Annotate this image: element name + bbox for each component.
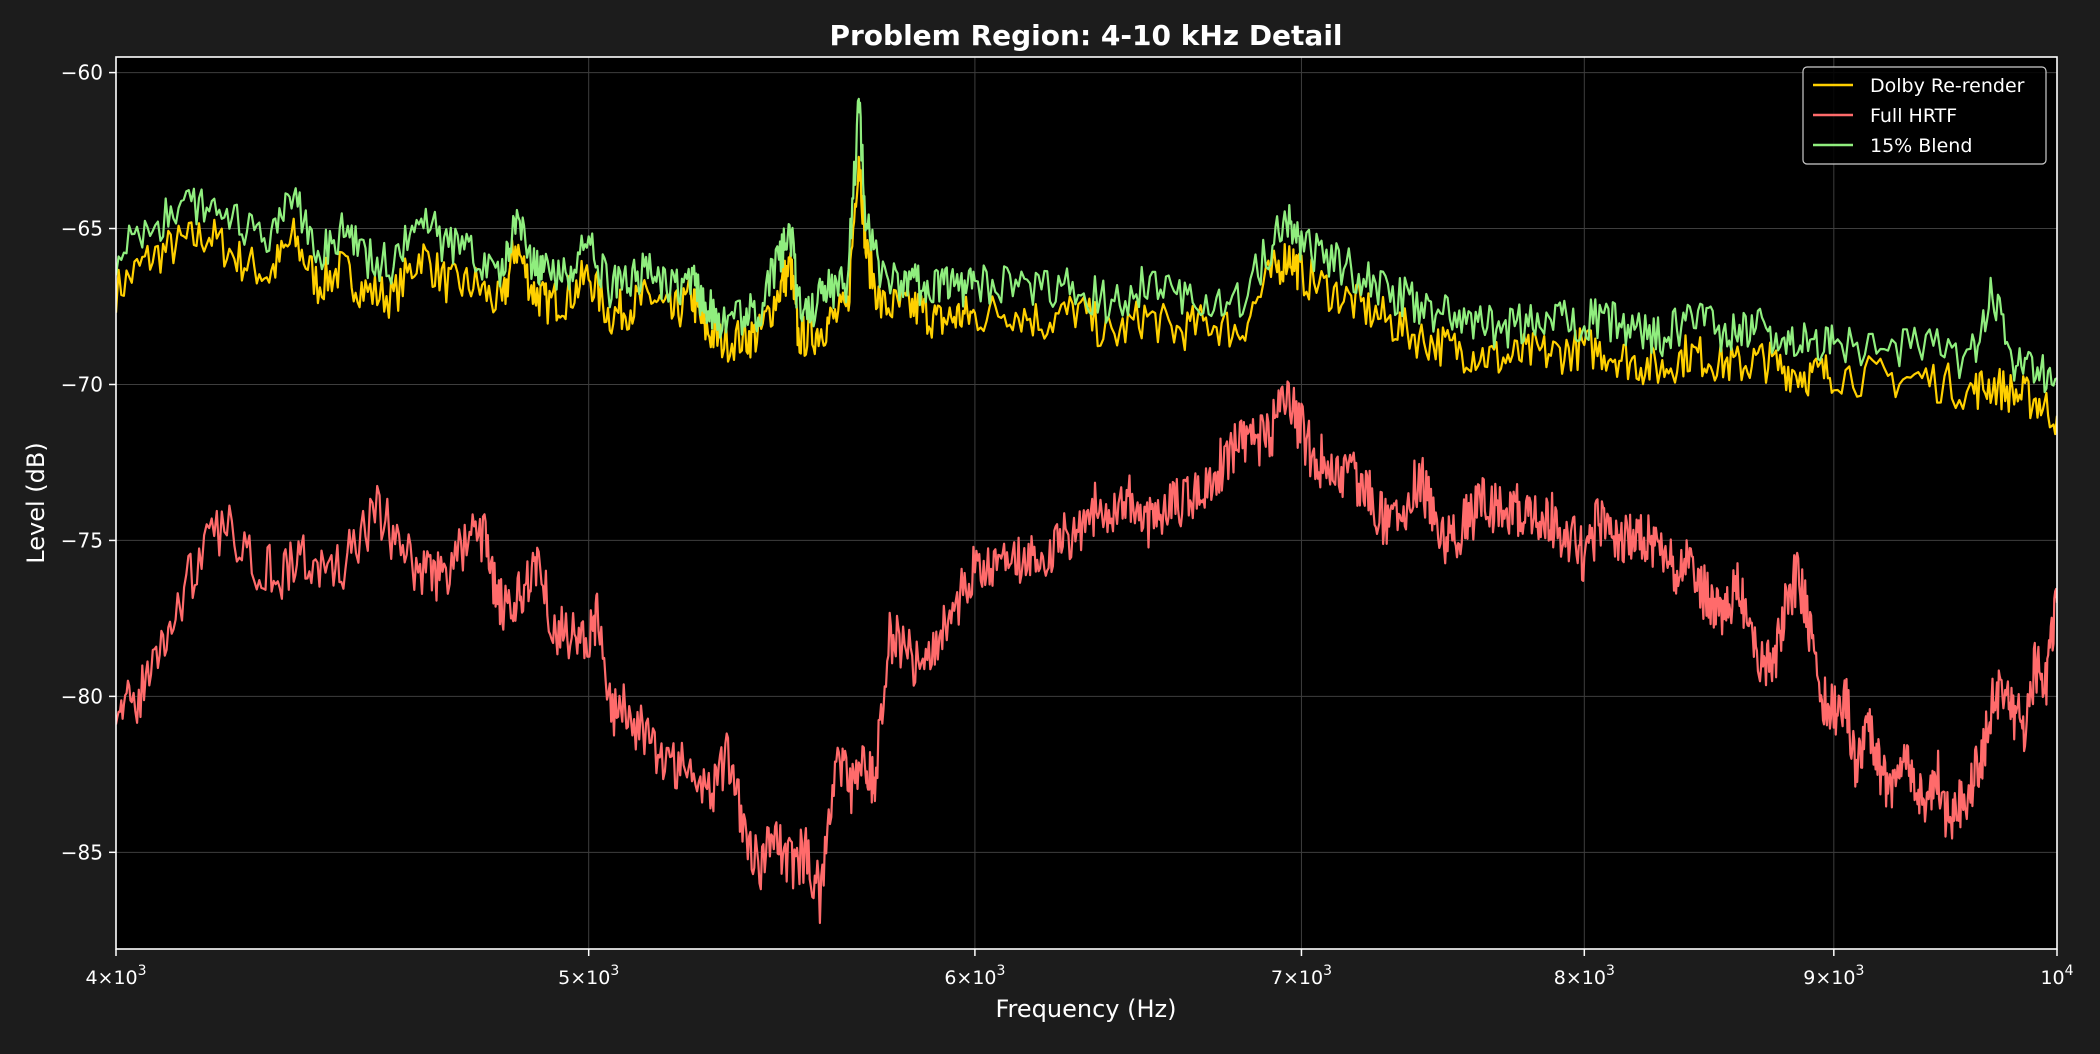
series-line-15-blend bbox=[116, 97, 2057, 394]
x-tick-label: 6×103 bbox=[944, 963, 1005, 989]
y-tick-label: −80 bbox=[61, 684, 103, 708]
chart-title: Problem Region: 4-10 kHz Detail bbox=[829, 19, 1342, 52]
x-tick-label: 4×103 bbox=[85, 963, 146, 989]
y-tick-label: −65 bbox=[61, 217, 103, 241]
x-tick-label: 9×103 bbox=[1803, 963, 1864, 989]
x-axis: 4×103 5×103 6×103 7×103 8×103 9×103 104 bbox=[85, 949, 2074, 989]
x-axis-label: Frequency (Hz) bbox=[996, 995, 1177, 1023]
y-tick-label: −85 bbox=[61, 840, 103, 864]
legend-box bbox=[1802, 66, 2047, 165]
y-axis-label: Level (dB) bbox=[22, 442, 50, 563]
series-layer bbox=[116, 97, 2057, 925]
series-line-full-hrtf bbox=[116, 380, 2057, 925]
series-line-dolby-re-render bbox=[116, 155, 2057, 436]
x-tick-label: 104 bbox=[2040, 963, 2073, 989]
x-tick-label: 7×103 bbox=[1271, 963, 1332, 989]
y-tick-label: −60 bbox=[61, 61, 103, 85]
plot-background bbox=[116, 57, 2057, 949]
legend-label: 15% Blend bbox=[1870, 135, 1972, 157]
x-tick-label: 8×103 bbox=[1554, 963, 1615, 989]
plot-frame bbox=[115, 56, 2058, 950]
y-tick-label: −75 bbox=[61, 528, 103, 552]
y-axis: −60 −65 −70 −75 −80 −85 bbox=[61, 61, 116, 864]
legend: Dolby Re-render Full HRTF 15% Blend bbox=[1802, 66, 2047, 165]
y-tick-label: −70 bbox=[61, 372, 103, 396]
legend-label: Dolby Re-render bbox=[1870, 75, 2025, 97]
x-tick-label: 5×103 bbox=[558, 963, 619, 989]
legend-label: Full HRTF bbox=[1870, 105, 1957, 127]
